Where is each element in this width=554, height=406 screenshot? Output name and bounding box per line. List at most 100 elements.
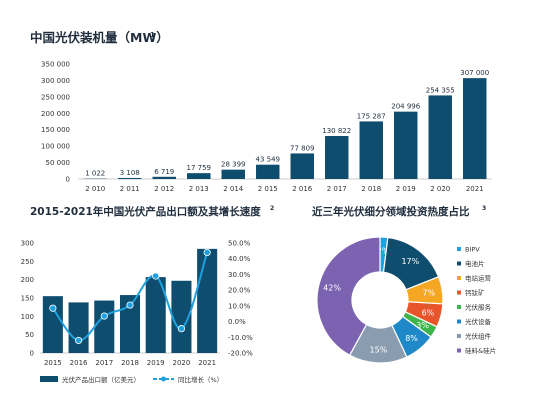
chart1-y-tick: 300 000 [41, 77, 70, 85]
chart2-x-tick: 2016 [70, 359, 88, 367]
chart3-legend-label: 光伏服务 [465, 303, 492, 312]
chart2-growth-point [177, 325, 186, 333]
chart1-x-tick: 2 016 [292, 185, 313, 193]
chart1-bar-label: 130 822 [322, 127, 351, 135]
chart3-plot: 2% BIPV 17% 电池片 7% 电站运营 6% 钙钛矿 3% 光伏服务 8% 光伏设备 15% 光伏… [316, 236, 496, 364]
chart1-bar [394, 111, 418, 179]
chart2-legend-line-label: 同比增长（%） [178, 375, 223, 384]
chart1-bar [152, 176, 176, 179]
chart1-x-tick: 2 020 [430, 185, 450, 193]
chart3-legend-label: 钙钛矿 [465, 288, 485, 297]
chart3-legend-label: 硅料&硅片 [465, 346, 496, 355]
chart1-bar-label: 204 996 [391, 103, 420, 111]
chart2-bar [119, 295, 141, 353]
chart3-legend-swatch [457, 247, 461, 251]
chart3-slice-label: 42% [323, 284, 341, 293]
chart3-slice-label: 17% [401, 257, 419, 266]
chart3-legend-swatch [457, 305, 461, 309]
chart1-bar-label: 17 759 [187, 164, 212, 172]
chart2-bar [145, 277, 166, 353]
chart1-bar-label: 175 287 [357, 112, 386, 120]
chart2-y-tick: 250 [21, 258, 34, 266]
chart3-slice-label: 15% [370, 345, 388, 354]
chart3-footnote: 3 [482, 205, 486, 212]
chart3-legend-swatch [457, 261, 461, 266]
chart2-y-tick: 0 [30, 350, 34, 358]
chart2-x-tick: 2019 [147, 359, 165, 367]
chart3-title: 近三年光伏细分领域投资热度占比 [312, 205, 470, 218]
chart1-y-tick: 350 000 [41, 61, 70, 69]
chart3-legend-swatch [457, 334, 461, 338]
chart2-x-tick: 2020 [173, 359, 191, 367]
chart3-slice-label: 2% [377, 247, 390, 256]
chart2-bar [94, 300, 115, 353]
chart3-legend-label: 光伏组件 [465, 332, 492, 341]
chart1-bar [118, 177, 142, 179]
chart2-legend-bar-swatch [40, 376, 58, 382]
chart1-x-tick: 2 019 [396, 185, 416, 193]
chart1-y-tick: 250 000 [41, 93, 70, 101]
chart2-plot: 0 50 100 150 200 250 300 -20.0% -10.0% 0.0% 10.0% 2… [21, 240, 253, 385]
chart2-x-tick: 2021 [198, 359, 216, 367]
chart2-x-tick: 2018 [121, 359, 139, 367]
chart3-legend-swatch [457, 290, 461, 295]
chart1-footnote: 1 [150, 31, 155, 39]
chart1-bar [359, 121, 383, 179]
chart2-bar [42, 296, 63, 353]
chart2-legend-line-marker [161, 376, 166, 382]
chart2-growth-point [126, 301, 134, 309]
chart1-x-tick: 2 012 [154, 185, 174, 193]
chart1-y-tick: 150 000 [41, 126, 70, 134]
chart1-bar [325, 136, 349, 179]
chart2-y2-tick: 10.0% [228, 302, 251, 310]
chart2-y2-tick: 40.0% [228, 255, 251, 263]
chart2-bar [197, 248, 218, 353]
chart2-footnote: 2 [270, 205, 274, 212]
chart2-bar [171, 280, 192, 353]
chart3-legend-swatch [457, 319, 461, 324]
chart2-growth-point [49, 304, 57, 312]
chart3-legend-swatch [457, 276, 461, 280]
chart2-y-tick: 150 [21, 295, 34, 303]
chart1-bar-label: 6 719 [154, 168, 174, 176]
chart3-legend-label: BIPV [465, 246, 480, 254]
chart2-y2-tick: 30.0% [228, 271, 251, 279]
chart1-x-tick: 2021 [466, 185, 484, 193]
chart1-x-tick: 2 017 [327, 185, 347, 193]
chart2-y-tick: 300 [21, 240, 34, 248]
chart2-growth-point [152, 272, 160, 280]
chart2-growth-point [74, 336, 83, 345]
chart1-bar [187, 173, 211, 179]
chart2-x-tick: 2015 [44, 359, 62, 367]
chart2-y-tick: 50 [25, 331, 34, 339]
chart1-bar [256, 164, 280, 179]
chart2-y2-tick: 20.0% [228, 287, 251, 295]
chart1-x-tick: 2 010 [85, 185, 105, 193]
chart3-slice-label: 3% [416, 321, 429, 330]
chart1-x-tick: 2 014 [223, 185, 244, 193]
chart1-bar-label: 28 399 [221, 161, 246, 169]
chart3-legend-label: 电池片 [465, 259, 485, 268]
chart2-y2-tick: 0.0% [228, 318, 246, 326]
chart3-slice-label: 8% [405, 334, 418, 343]
chart2-y2-tick: -10.0% [228, 334, 253, 342]
chart1-title: 中国光伏装机量（MW） [30, 30, 169, 45]
chart1-bar-label: 3 108 [120, 169, 140, 177]
chart1-x-tick: 2 018 [361, 185, 381, 193]
chart1-bar-label: 307 000 [460, 69, 489, 77]
chart1-y-tick: 200 000 [41, 110, 70, 118]
chart1-y-tick: 0 [66, 176, 70, 184]
chart3-slice-label: 6% [422, 308, 435, 317]
chart1-bar-label: 1 022 [85, 170, 105, 178]
chart1-bar [221, 169, 245, 179]
chart2-y-tick: 100 [21, 313, 34, 321]
chart1-y-tick: 50 000 [46, 159, 71, 167]
chart2-y-tick: 200 [21, 276, 34, 284]
chart1-x-tick: 2 013 [189, 185, 209, 193]
chart1-bar [290, 153, 314, 179]
chart1-x-tick: 2 011 [120, 185, 140, 193]
chart1-bar-label: 77 809 [290, 144, 315, 152]
chart2-y2-tick: -20.0% [228, 350, 253, 358]
chart1-bar-label: 43 549 [256, 156, 281, 164]
chart3-legend-swatch [457, 348, 461, 353]
